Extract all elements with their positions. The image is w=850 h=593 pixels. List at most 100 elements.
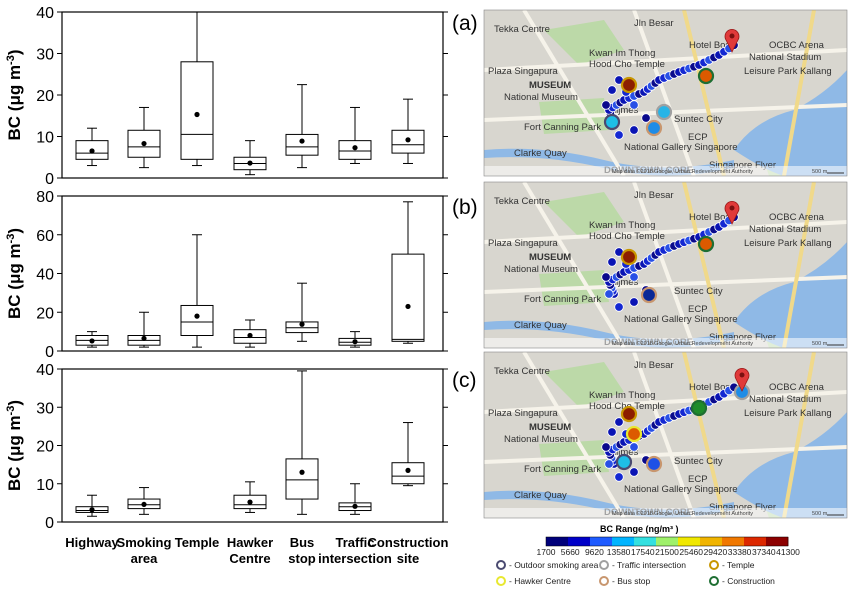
x-category-label: Temple [175, 535, 220, 550]
box-panel-3: 0 10 20 30 40 BC (μg m-3) (c) [5, 362, 477, 532]
colorbar-segment [568, 537, 591, 546]
highway-road [682, 10, 726, 176]
mean-marker [141, 140, 147, 147]
y-tick-label: 40 [36, 267, 54, 284]
map-place-label: MUSEUM [529, 422, 571, 433]
water-body [734, 412, 847, 518]
colorbar-tick-label: 9620 [585, 547, 604, 557]
box-3 [180, 234, 214, 348]
map-place-label: Jln Besar [634, 360, 674, 371]
map-place-label: National Stadium [749, 52, 821, 63]
iqr-box [285, 458, 319, 500]
map-pin-icon [724, 28, 740, 53]
map-column: Tekka Centre Hotel Boss OCBC Arena Kwan Im … [483, 9, 848, 519]
map-place-label: Leisure Park Kallang [744, 66, 832, 77]
colorbar-segment [546, 537, 569, 546]
colorbar-segment [700, 537, 723, 546]
colorbar-tick-label: 33380 [728, 547, 752, 557]
map-content: Tekka Centre Hotel Boss OCBC Arena Kwan Im … [484, 352, 847, 518]
colorbar-frame [545, 536, 789, 547]
legend-marker-label: - Traffic intersection [612, 560, 686, 570]
map-place-label: Tekka Centre [494, 366, 550, 377]
legend-marker-icon [599, 560, 609, 570]
y-axis-label-main: BC (μg m [5, 415, 24, 491]
box-panel-2: 0 20 40 60 80 BC (μg m-3) (b) [5, 189, 478, 361]
bc-measurement-dot [629, 100, 639, 110]
map-place-label: ECP [688, 474, 708, 485]
highway-road [682, 182, 726, 348]
y-tick-label: 20 [36, 439, 54, 456]
box-7 [391, 422, 425, 487]
box-panel-1: 0 10 20 30 40 BC (μg m-3) (a) [5, 5, 478, 188]
bc-range-legend: BC Range (ng/m³ )1700 5660 9620 13580 17540 2… [496, 524, 800, 586]
bc-measurement-dot [601, 100, 611, 110]
y-tick-label: 0 [45, 344, 54, 361]
colorbar-segment [722, 537, 745, 546]
map-place-label: MUSEUM [529, 80, 571, 91]
road [632, 352, 696, 518]
credit-bar [484, 166, 847, 176]
map-place-label: Kwan Im Thong [589, 390, 655, 401]
legend-marker-icon [496, 576, 506, 586]
map-place-label: Fort Canning Park [524, 294, 601, 305]
map-place-label: National Stadium [749, 394, 821, 405]
box-6 [338, 106, 372, 164]
map-place-label: National Gallery Singapore [624, 314, 738, 325]
bc-measurement-dot [614, 130, 624, 140]
road [632, 10, 696, 176]
mean-marker [194, 313, 200, 319]
road [484, 445, 847, 464]
map-place-label: OCBC Arena [769, 382, 825, 393]
box-2 [127, 311, 161, 348]
colorbar-tick-label: 5660 [561, 547, 580, 557]
bc-measurement-dot [629, 467, 639, 477]
bc-measurement-dot [641, 113, 651, 123]
colorbar-tick-label: 29420 [704, 547, 728, 557]
road [484, 220, 847, 244]
mean-marker [89, 338, 95, 344]
park-area [544, 192, 624, 237]
location-marker [620, 405, 638, 423]
y-axis-label-close: ) [5, 400, 24, 406]
y-tick-label: 60 [36, 228, 54, 245]
map-place-label: Plaza Singapura [488, 66, 558, 77]
x-category-label: intersection [318, 551, 392, 566]
y-axis-label: BC (μg m-3) [5, 49, 24, 140]
mean-marker [89, 148, 95, 154]
road [522, 10, 626, 176]
map-place-label: Jln Besar [634, 18, 674, 29]
legend-marker-label: - Temple [722, 560, 755, 570]
map-panel-1: Tekka Centre Hotel Boss OCBC Arena Kwan Im … [483, 9, 848, 177]
legend-marker-icon [496, 560, 506, 570]
map-place-label: National Museum [504, 434, 578, 445]
colorbar-tick-label: 21500 [655, 547, 679, 557]
iqr-box [285, 133, 319, 156]
mean-marker [352, 339, 358, 345]
map-place-label: Hotel Boss [689, 382, 735, 393]
box-3 [180, 11, 214, 167]
legend-title: BC Range (ng/m³ ) [600, 524, 679, 534]
mean-marker [405, 303, 411, 310]
map-place-label: Clarke Quay [514, 490, 567, 501]
location-marker [645, 119, 663, 137]
y-axis-label: BC (μg m-3) [5, 228, 24, 319]
map-place-label: Plaza Singapura [488, 238, 558, 249]
mean-marker [352, 145, 358, 151]
map-place-label: Hotel Boss [689, 40, 735, 51]
colorbar-segment [612, 537, 635, 546]
location-marker [615, 453, 633, 471]
map-place-label: Hood Cho Temple [589, 59, 665, 70]
map-credit: Map data ©2018 Google, Urban Redevelopme… [612, 510, 753, 517]
plot-frame [61, 11, 444, 179]
bc-measurement-dot [607, 257, 617, 267]
y-tick-label: 20 [36, 305, 54, 322]
bc-measurement-dot [604, 289, 614, 299]
mean-marker [247, 160, 253, 166]
panel-label: (c) [452, 369, 477, 392]
map-place-label: Suntec City [674, 286, 723, 297]
bc-measurement-dot [629, 272, 639, 282]
mean-marker [299, 469, 305, 475]
map-place-label: Singapore Flyer [709, 502, 776, 513]
box-4 [233, 140, 267, 176]
map-scale-label: 500 m [812, 511, 828, 517]
